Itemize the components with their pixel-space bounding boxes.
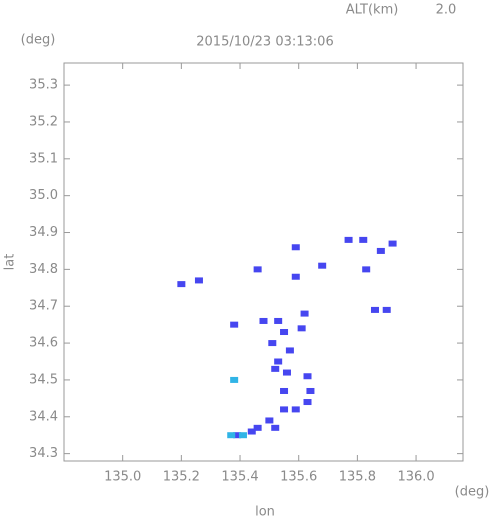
echo: [238, 432, 247, 439]
echo: [259, 317, 268, 324]
x-axis-label: lon: [255, 505, 275, 520]
echo: [247, 428, 256, 435]
echo: [291, 273, 300, 280]
x-tick-label: 135.6: [280, 470, 317, 485]
echo: [271, 424, 280, 431]
alt-label: ALT(km): [346, 3, 399, 18]
x-tick-label: 135.2: [163, 470, 200, 485]
y-tick-label: 34.5: [29, 372, 58, 387]
echo: [318, 262, 327, 269]
echo: [300, 310, 309, 317]
echo: [306, 387, 315, 394]
echo: [230, 376, 239, 383]
x-tick-label: 135.0: [104, 470, 141, 485]
x-tick-label: 135.4: [221, 470, 258, 485]
echo: [291, 244, 300, 251]
y-tick-label: 35.2: [29, 114, 58, 129]
y-tick-label: 35.0: [29, 188, 58, 203]
echo: [382, 306, 391, 313]
echo: [194, 277, 203, 284]
echo: [230, 321, 239, 328]
echo: [291, 406, 300, 413]
echo: [227, 432, 236, 439]
echo: [303, 399, 312, 406]
chart-title: 2015/10/23 03:13:06: [196, 35, 333, 50]
echo: [233, 432, 242, 439]
y-tick-label: 34.6: [29, 336, 58, 351]
echo: [274, 358, 283, 365]
y-tick-label: 34.7: [29, 299, 58, 314]
y-axis-label: lat: [3, 254, 18, 271]
echo: [265, 417, 274, 424]
echo: [376, 247, 385, 254]
y-tick-label: 34.4: [29, 409, 58, 424]
x-tick-label: 135.8: [339, 470, 376, 485]
echo: [268, 340, 277, 347]
y-tick-label: 35.3: [29, 78, 58, 93]
y-tick-label: 34.3: [29, 446, 58, 461]
echo: [253, 266, 262, 273]
echo: [177, 281, 186, 288]
echo: [344, 236, 353, 243]
plot-frame: [63, 62, 464, 462]
echo: [362, 266, 371, 273]
x-tick-label: 136.0: [397, 470, 434, 485]
echo: [370, 306, 379, 313]
echo: [388, 240, 397, 247]
echo: [280, 406, 289, 413]
echo: [282, 369, 291, 376]
x-unit: (deg): [455, 485, 490, 500]
y-tick-label: 34.9: [29, 225, 58, 240]
echo: [280, 329, 289, 336]
alt-value: 2.0: [436, 3, 457, 18]
echo: [280, 387, 289, 394]
y-unit: (deg): [21, 33, 56, 48]
echo: [285, 347, 294, 354]
echo: [297, 325, 306, 332]
echo: [359, 236, 368, 243]
echo: [274, 317, 283, 324]
echo: [303, 373, 312, 380]
echo: [271, 365, 280, 372]
y-tick-label: 35.1: [29, 151, 58, 166]
echo: [253, 424, 262, 431]
y-tick-label: 34.8: [29, 262, 58, 277]
